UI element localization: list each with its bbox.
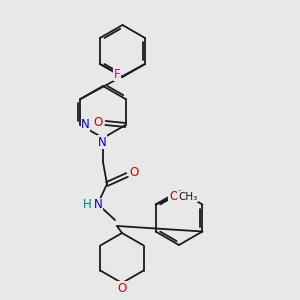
Text: N: N (81, 118, 90, 131)
Text: O: O (117, 281, 127, 295)
Text: O: O (169, 190, 178, 203)
Text: O: O (93, 116, 102, 130)
Text: N: N (98, 136, 106, 148)
Text: CH₃: CH₃ (178, 191, 197, 202)
Text: O: O (129, 166, 139, 178)
Text: H: H (82, 199, 91, 212)
Text: F: F (114, 68, 120, 80)
Text: N: N (94, 199, 102, 212)
